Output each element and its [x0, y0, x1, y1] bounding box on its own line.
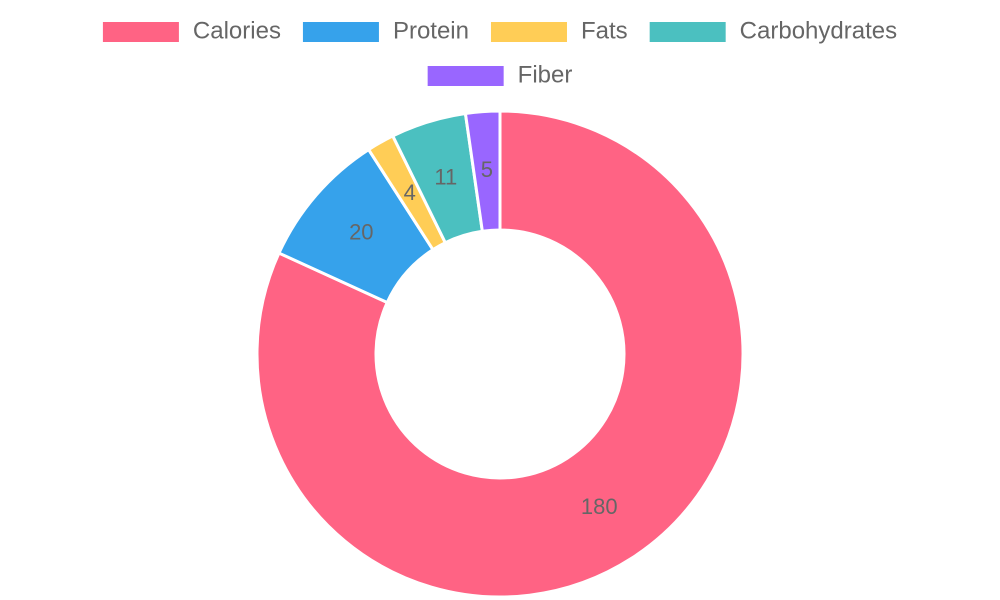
legend-swatch-carbohydrates[interactable]	[649, 22, 726, 42]
data-labels: 180 20 4 11 5	[349, 157, 617, 519]
slice-fiber[interactable]	[463, 109, 502, 233]
legend-swatch-fats[interactable]	[490, 22, 567, 42]
legend-label-protein[interactable]: Protein	[393, 17, 469, 44]
legend-swatch-fiber[interactable]	[427, 66, 504, 86]
legend-label-carbohydrates[interactable]: Carbohydrates	[740, 17, 897, 44]
legend-label-fiber[interactable]: Fiber	[518, 61, 573, 88]
legend-swatch-calories[interactable]	[102, 22, 179, 42]
data-label-protein: 20	[349, 220, 373, 245]
legend-label-calories[interactable]: Calories	[193, 17, 281, 44]
data-label-calories: 180	[581, 494, 618, 519]
data-label-carbohydrates: 11	[434, 165, 457, 190]
slices	[255, 109, 745, 599]
legend-label-fats[interactable]: Fats	[581, 17, 628, 44]
data-label-fats: 4	[404, 180, 416, 205]
slice-calories[interactable]	[255, 109, 745, 599]
legend: Calories Protein Fats Carbohydrates Fiber	[102, 17, 897, 88]
legend-swatch-protein[interactable]	[302, 22, 379, 42]
data-label-fiber: 5	[481, 157, 493, 182]
